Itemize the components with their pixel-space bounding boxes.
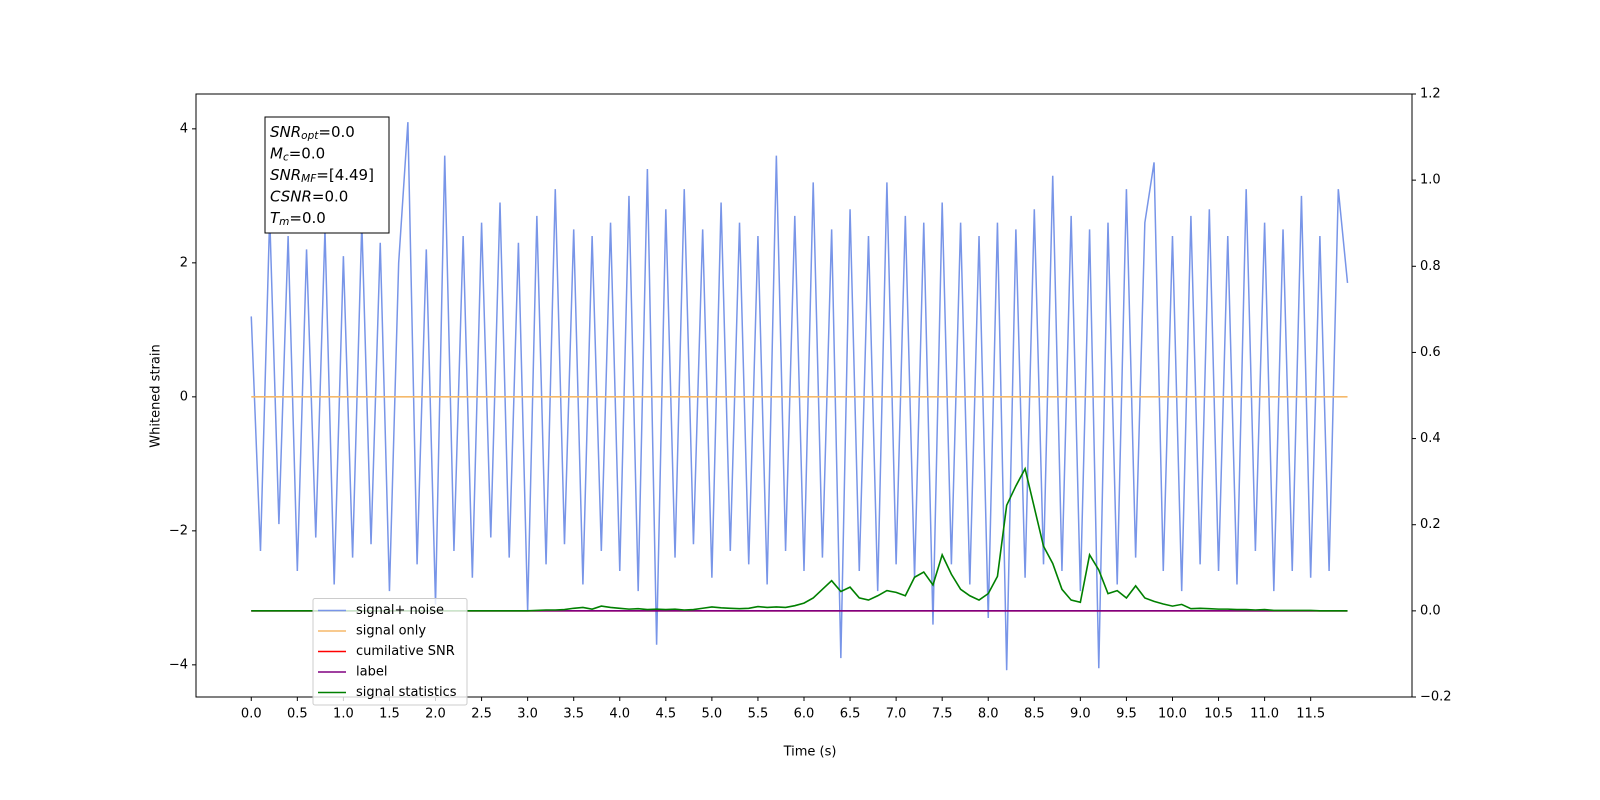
legend: signal+ noise signal only cumilative SNR la…	[312, 598, 468, 706]
legend-label: signal+ noise	[356, 603, 444, 618]
x-tick-label: 11.0	[1250, 707, 1279, 722]
x-tick-label: 5.5	[748, 707, 769, 722]
annotation-box	[264, 116, 390, 234]
x-tick-label: 8.0	[978, 707, 999, 722]
x-tick-label: 8.5	[1024, 707, 1045, 722]
legend-label: signal only	[356, 624, 426, 639]
x-axis-label: Time (s)	[783, 745, 837, 760]
x-tick-label: 10.5	[1204, 707, 1233, 722]
x-tick-label: 1.0	[333, 707, 354, 722]
x-tick-label: 3.5	[563, 707, 584, 722]
y-tick-label: 4	[180, 121, 188, 136]
annotation-main: SNR	[270, 123, 301, 141]
annotation-main: CSNR	[270, 187, 312, 205]
y2-tick-label: 0.8	[1420, 259, 1441, 274]
x-tick-label: 9.5	[1116, 707, 1137, 722]
annotation-sub: m	[279, 216, 289, 228]
y-axis-label: Whitened strain	[149, 344, 164, 447]
legend-label: label	[356, 665, 387, 680]
annotation-value: =0.0	[289, 209, 325, 227]
legend-label: signal statistics	[356, 685, 457, 700]
y2-tick-label: 0.2	[1420, 517, 1441, 532]
x-tick-label: 1.5	[379, 707, 400, 722]
y-tick-label: 2	[180, 255, 188, 270]
x-tick-label: 7.5	[932, 707, 953, 722]
y-tick-label: −4	[169, 657, 188, 672]
annotation: SNRMF=[4.49]	[270, 166, 374, 186]
annotation-value: =0.0	[289, 144, 325, 162]
legend-label: cumilative SNR	[356, 644, 455, 659]
y2-tick-label: −0.2	[1420, 690, 1452, 705]
x-tick-label: 5.0	[702, 707, 723, 722]
annotation-sub: opt	[301, 130, 319, 142]
x-tick-label: 6.5	[840, 707, 861, 722]
annotation-value: =[4.49]	[316, 166, 374, 184]
annotation: CSNR=0.0	[270, 187, 348, 205]
x-tick-label: 7.0	[886, 707, 907, 722]
annotation-main: T	[270, 209, 281, 227]
y2-tick-label: 1.2	[1420, 87, 1441, 102]
y2-tick-label: 0.6	[1420, 345, 1441, 360]
y2-tick-label: 1.0	[1420, 173, 1441, 188]
x-tick-label: 2.0	[425, 707, 446, 722]
x-tick-label: 0.5	[287, 707, 308, 722]
legend-box	[312, 598, 468, 706]
y-tick-label: 0	[180, 389, 188, 404]
annotation: SNRopt=0.0	[270, 123, 355, 143]
y2-tick-label: 0.4	[1420, 431, 1441, 446]
series-line	[250, 122, 1349, 671]
annotation-sub: c	[283, 152, 289, 164]
x-tick-label: 10.0	[1158, 707, 1187, 722]
x-tick-label: 3.0	[517, 707, 538, 722]
annotation-main: M	[270, 144, 283, 162]
x-tick-label: 9.0	[1070, 707, 1091, 722]
annotation-value: =0.0	[312, 187, 348, 205]
annotation-main: SNR	[270, 166, 301, 184]
x-tick-label: 11.5	[1296, 707, 1325, 722]
y2-tick-label: 0.0	[1420, 603, 1441, 618]
annotation: Mc=0.0	[270, 144, 325, 164]
x-tick-label: 4.5	[655, 707, 676, 722]
x-tick-label: 2.5	[471, 707, 492, 722]
annotation-value: =0.0	[318, 123, 354, 141]
x-tick-label: 0.0	[241, 707, 262, 722]
annotation-sub: MF	[301, 173, 317, 185]
y-tick-label: −2	[169, 523, 188, 538]
annotation: Tm=0.0	[270, 209, 326, 229]
x-tick-label: 4.0	[609, 707, 630, 722]
x-tick-label: 6.0	[794, 707, 815, 722]
